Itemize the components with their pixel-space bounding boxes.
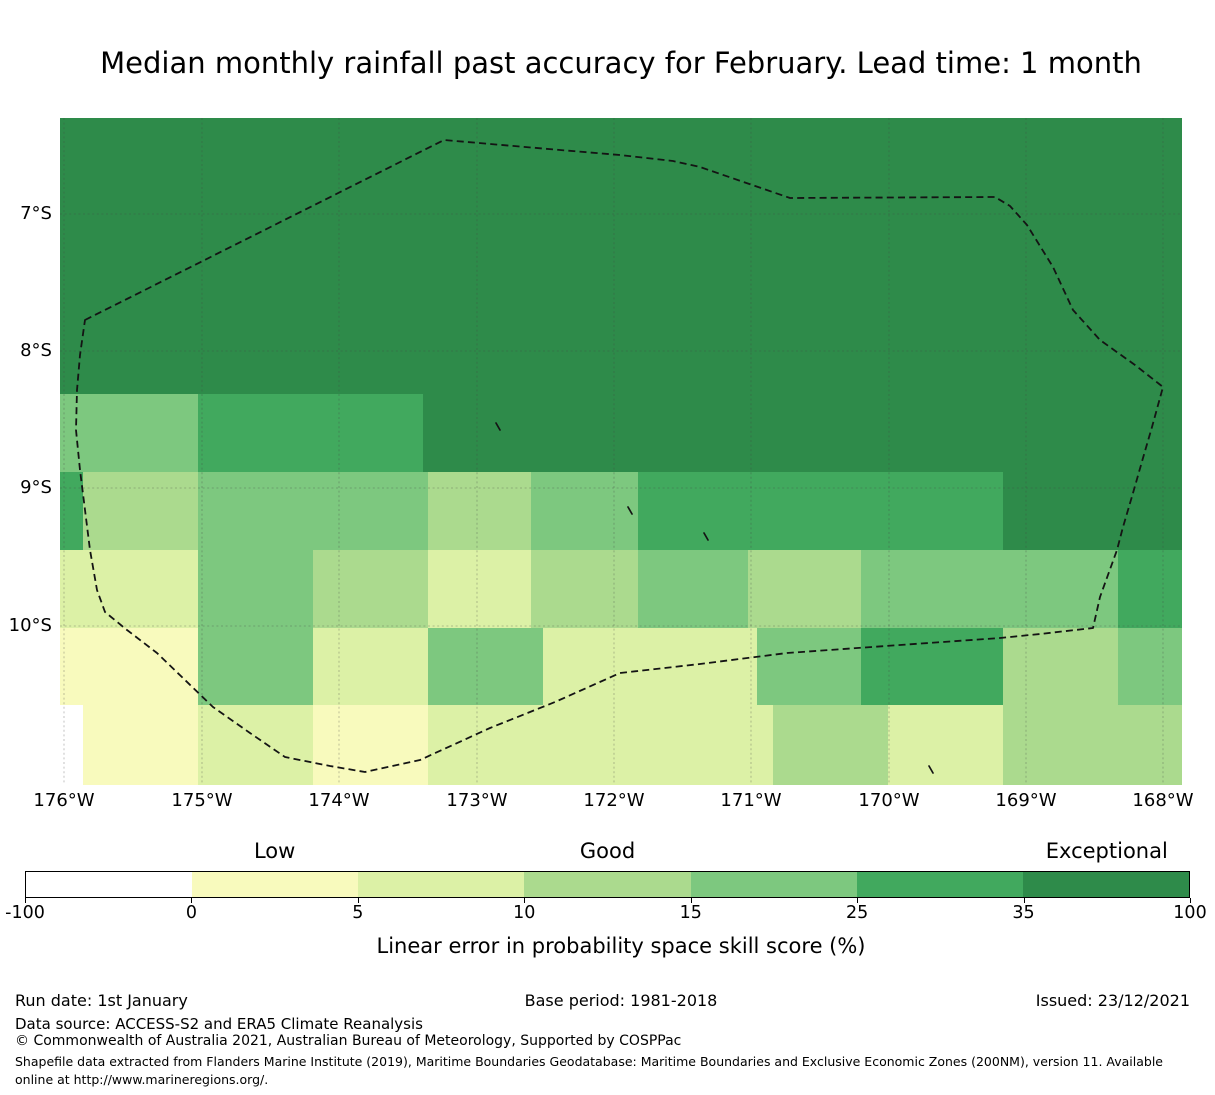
- map-cell: [1003, 705, 1182, 785]
- y-axis-tick-label: 9°S: [20, 477, 52, 498]
- map-cell: [531, 472, 638, 550]
- colorbar-segment: [358, 872, 525, 897]
- island-mark: [627, 506, 633, 515]
- map-cell: [83, 705, 198, 785]
- colorbar-category-label: Low: [253, 839, 296, 863]
- map-cell: [60, 160, 1182, 238]
- map-cell: [773, 705, 888, 785]
- map-cell: [60, 705, 83, 785]
- chart-title: Median monthly rainfall past accuracy fo…: [100, 46, 1142, 80]
- map-cell: [748, 550, 861, 628]
- x-axis-tick-label: 169°W: [995, 790, 1057, 811]
- colorbar-segment: [524, 872, 691, 897]
- map-cell: [198, 394, 423, 472]
- colorbar-tick-label: 15: [679, 903, 702, 923]
- colorbar-tick: [524, 898, 526, 903]
- map-cell: [543, 628, 757, 705]
- island-mark: [495, 422, 501, 431]
- colorbar-tick: [191, 898, 193, 903]
- footer-row: Run date: 1st January Base period: 1981-…: [0, 991, 1215, 1011]
- colorbar-tick-label: 10: [513, 903, 536, 923]
- colorbar-category-label: Exceptional: [1045, 839, 1168, 863]
- shapefile-note-text: Shapefile data extracted from Flanders M…: [15, 1054, 1163, 1087]
- map-cell: [861, 550, 1118, 628]
- map-canvas: [60, 118, 1182, 785]
- colorbar-tick: [857, 898, 859, 903]
- x-axis-tick-label: 175°W: [171, 790, 233, 811]
- data-source-text: Data source: ACCESS-S2 and ERA5 Climate …: [15, 1015, 423, 1033]
- map-cell: [60, 238, 1182, 316]
- colorbar-tick-label: 100: [1173, 903, 1207, 923]
- map-cell: [198, 550, 313, 628]
- map-cell: [198, 705, 313, 785]
- colorbar-tick: [1190, 898, 1191, 903]
- map-cell: [1003, 628, 1118, 705]
- map-cell: [888, 705, 1003, 785]
- x-axis-tick-label: 176°W: [33, 790, 95, 811]
- x-axis-tick-label: 173°W: [446, 790, 508, 811]
- map-cell: [757, 628, 861, 705]
- map-cell: [313, 628, 428, 705]
- x-axis-tick-label: 171°W: [720, 790, 782, 811]
- map-cell: [83, 472, 198, 550]
- y-axis-tick-label: 8°S: [20, 340, 52, 361]
- map-cell: [313, 550, 428, 628]
- map-cell: [428, 628, 543, 705]
- colorbar-segment: [192, 872, 359, 897]
- x-axis-tick-label: 170°W: [858, 790, 920, 811]
- map-cell: [1118, 628, 1182, 705]
- map-cell: [1118, 550, 1182, 628]
- map-cell: [60, 316, 1182, 394]
- x-axis-tick-label: 172°W: [583, 790, 645, 811]
- colorbar-tick: [690, 898, 692, 903]
- map-cell: [313, 705, 428, 785]
- map-cell: [60, 550, 198, 628]
- run-date-text: Run date: 1st January: [15, 991, 188, 1010]
- issued-date-text: Issued: 23/12/2021: [1035, 991, 1190, 1010]
- map-cell: [428, 705, 773, 785]
- colorbar-tick-label: 5: [352, 903, 364, 923]
- colorbar-axis-label: Linear error in probability space skill …: [376, 934, 866, 958]
- map-cell: [198, 472, 428, 550]
- map-cell: [638, 472, 1003, 550]
- x-axis-tick-label: 168°W: [1132, 790, 1194, 811]
- colorbar-tick-label: 35: [1012, 903, 1035, 923]
- y-axis-tick-label: 10°S: [8, 615, 52, 636]
- map-cell: [60, 118, 1182, 160]
- x-axis-tick-label: 174°W: [308, 790, 370, 811]
- map-cell: [1003, 472, 1182, 550]
- map-cell: [861, 628, 1003, 705]
- colorbar-tick: [357, 898, 359, 903]
- y-axis-tick-label: 7°S: [20, 203, 52, 224]
- colorbar-segment: [690, 872, 857, 897]
- map-cell: [60, 628, 198, 705]
- colorbar-segment: [1022, 872, 1189, 897]
- base-period-text: Base period: 1981-2018: [524, 991, 718, 1010]
- map-cell: [60, 394, 198, 472]
- colorbar-segment: [26, 872, 193, 897]
- colorbar-tick: [25, 898, 26, 903]
- island-mark: [928, 765, 934, 774]
- map-cell: [428, 550, 531, 628]
- map-cell: [638, 550, 748, 628]
- colorbar-category-label: Good: [579, 839, 636, 863]
- eez-boundary: [75, 139, 1164, 773]
- colorbar-tick-label: 25: [846, 903, 869, 923]
- island-mark: [703, 532, 709, 541]
- colorbar-tick-label: -100: [5, 903, 45, 923]
- map-cell: [531, 550, 638, 628]
- map-cell: [198, 628, 313, 705]
- map-cell: [423, 394, 1182, 472]
- colorbar-tick-label: 0: [185, 903, 197, 923]
- copyright-text: © Commonwealth of Australia 2021, Austra…: [15, 1033, 682, 1049]
- colorbar-segment: [856, 872, 1023, 897]
- colorbar: [25, 871, 1190, 898]
- map-cell: [60, 472, 83, 550]
- map-cell: [428, 472, 531, 550]
- colorbar-tick: [1023, 898, 1025, 903]
